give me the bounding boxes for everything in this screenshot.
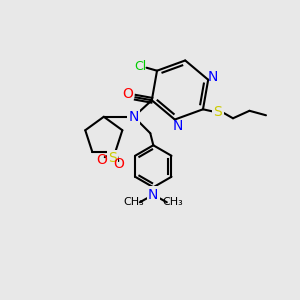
Text: N: N [148, 188, 158, 202]
Text: CH₃: CH₃ [162, 197, 183, 207]
Text: N: N [208, 70, 218, 84]
Text: O: O [122, 87, 133, 101]
Text: N: N [129, 110, 139, 124]
Text: N: N [172, 118, 183, 133]
Text: CH₃: CH₃ [123, 197, 144, 207]
Text: S: S [214, 105, 222, 119]
Text: O: O [113, 157, 124, 171]
Text: Cl: Cl [134, 60, 147, 73]
Text: S: S [108, 151, 117, 165]
Text: O: O [96, 152, 107, 167]
